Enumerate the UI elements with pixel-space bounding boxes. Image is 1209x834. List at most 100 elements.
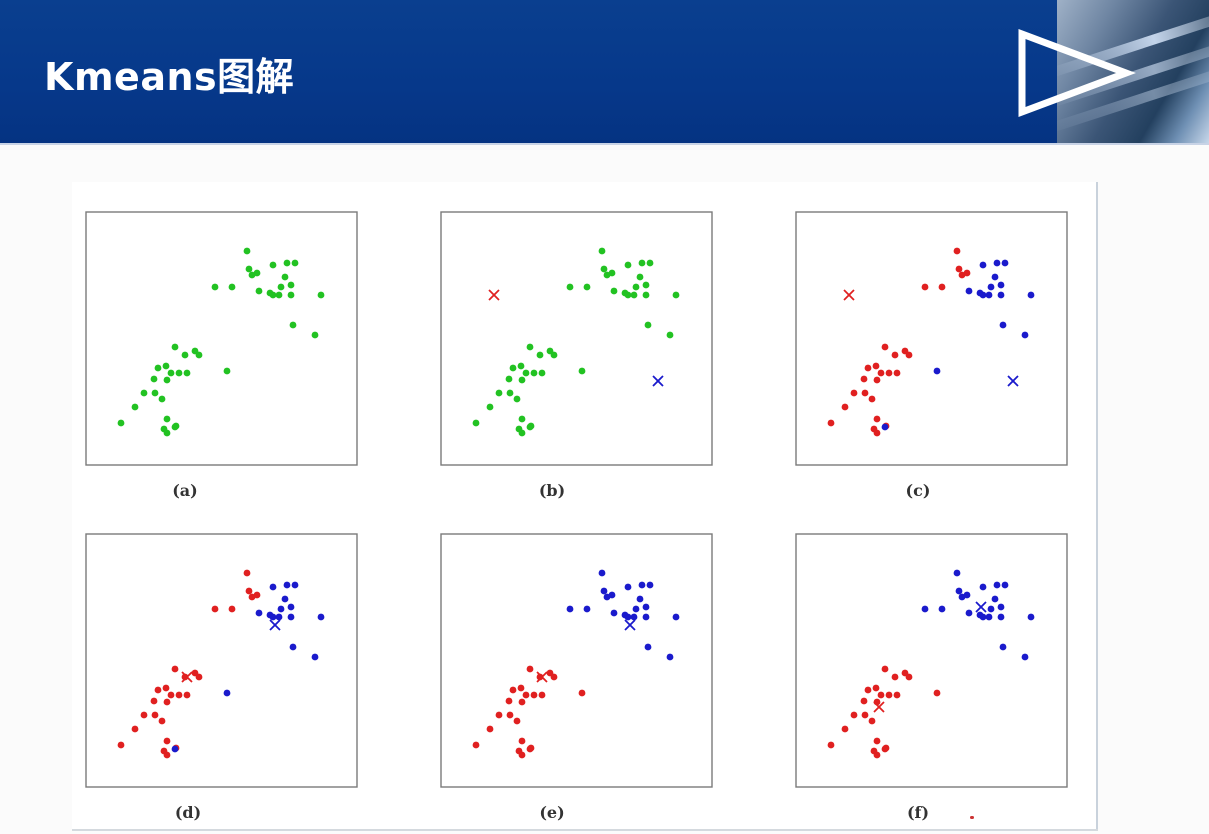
data-point: [646, 581, 654, 589]
divider: [1096, 182, 1098, 830]
data-point: [117, 419, 125, 427]
data-point: [291, 259, 299, 267]
data-point: [672, 291, 680, 299]
data-point: [893, 691, 901, 699]
data-point: [955, 587, 963, 595]
centroid-marker: [624, 619, 636, 631]
data-point: [666, 331, 674, 339]
data-point: [506, 711, 514, 719]
scatter-plot: [795, 211, 1068, 466]
data-point: [891, 351, 899, 359]
data-point: [513, 395, 521, 403]
centroid-marker: [536, 671, 548, 683]
data-point: [860, 375, 868, 383]
data-point: [181, 351, 189, 359]
data-point: [526, 665, 534, 673]
data-point: [1001, 259, 1009, 267]
data-point: [269, 613, 277, 621]
data-point: [287, 291, 295, 299]
centroid-marker: [843, 289, 855, 301]
data-point: [211, 605, 219, 613]
data-point: [506, 389, 514, 397]
data-point: [868, 717, 876, 725]
data-point: [991, 595, 999, 603]
data-point: [245, 265, 253, 273]
data-point: [642, 603, 650, 611]
data-point: [979, 261, 987, 269]
data-point: [598, 247, 606, 255]
data-point: [600, 265, 608, 273]
panel-caption: (c): [905, 481, 931, 500]
data-point: [538, 369, 546, 377]
data-point: [530, 369, 538, 377]
data-point: [864, 686, 872, 694]
data-point: [150, 697, 158, 705]
data-point: [486, 725, 494, 733]
data-point: [850, 389, 858, 397]
data-point: [311, 331, 319, 339]
centroid-marker: [181, 671, 193, 683]
data-point: [486, 403, 494, 411]
data-point: [291, 581, 299, 589]
data-point: [873, 751, 881, 759]
data-point: [891, 673, 899, 681]
data-point: [999, 321, 1007, 329]
data-point: [841, 725, 849, 733]
data-point: [985, 291, 993, 299]
data-point: [624, 583, 632, 591]
scatter-plot: [440, 533, 713, 788]
data-point: [289, 643, 297, 651]
data-point: [163, 698, 171, 706]
panel-caption: (d): [174, 803, 202, 822]
data-point: [281, 595, 289, 603]
data-point: [672, 613, 680, 621]
data-point: [578, 367, 586, 375]
data-point: [518, 751, 526, 759]
data-point: [509, 686, 517, 694]
panel-caption: (f): [906, 803, 930, 822]
data-point: [283, 581, 291, 589]
data-point: [638, 581, 646, 589]
data-point: [538, 691, 546, 699]
data-point: [583, 605, 591, 613]
data-point: [881, 745, 889, 753]
panel-caption: (a): [172, 481, 198, 500]
data-point: [905, 351, 913, 359]
data-point: [277, 605, 285, 613]
data-point: [933, 367, 941, 375]
data-point: [253, 269, 261, 277]
data-point: [269, 291, 277, 299]
data-point: [518, 737, 526, 745]
data-point: [505, 697, 513, 705]
data-point: [979, 613, 987, 621]
data-point: [873, 415, 881, 423]
data-point: [517, 684, 525, 692]
data-point: [518, 415, 526, 423]
data-point: [885, 369, 893, 377]
data-point: [873, 376, 881, 384]
panel-caption: (e): [539, 803, 565, 822]
plot-frame: [85, 533, 358, 788]
data-point: [245, 587, 253, 595]
data-point: [860, 697, 868, 705]
data-point: [644, 643, 652, 651]
data-point: [997, 613, 1005, 621]
data-point: [287, 281, 295, 289]
data-point: [566, 605, 574, 613]
data-point: [636, 273, 644, 281]
data-point: [151, 711, 159, 719]
data-point: [162, 362, 170, 370]
data-point: [938, 605, 946, 613]
data-point: [1021, 331, 1029, 339]
data-point: [518, 429, 526, 437]
slide-title: Kmeans图解: [44, 55, 295, 99]
data-point: [881, 665, 889, 673]
data-point: [163, 429, 171, 437]
data-point: [666, 653, 674, 661]
data-point: [642, 281, 650, 289]
data-point: [181, 673, 189, 681]
slide-header: Kmeans图解: [0, 0, 1209, 145]
data-point: [987, 283, 995, 291]
data-point: [1021, 653, 1029, 661]
scatter-plot: [795, 533, 1068, 788]
